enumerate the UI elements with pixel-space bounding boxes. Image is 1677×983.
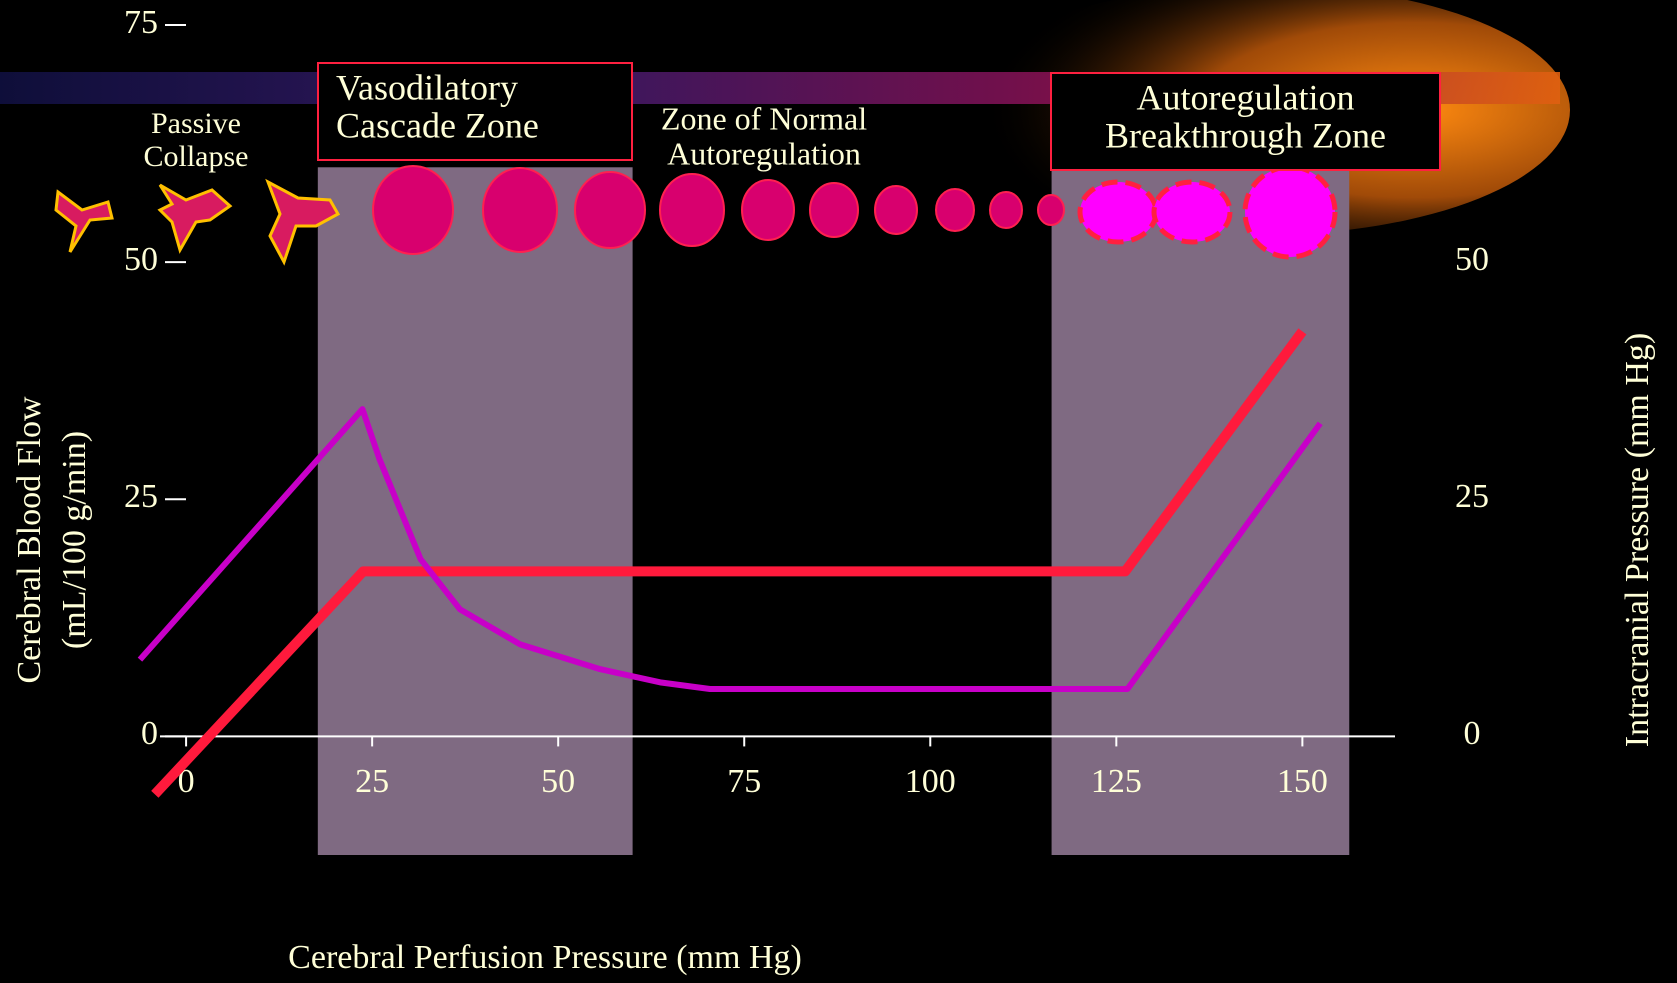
vessel: [575, 172, 645, 248]
vessel: [483, 168, 557, 252]
y-axis-label: (mL/100 g/min): [56, 431, 93, 649]
dilated-vessel: [1154, 182, 1230, 242]
y2-tick-label: 25: [1455, 478, 1489, 515]
annotation: Collapse: [144, 140, 249, 173]
y-axis-label: Cerebral Blood Flow: [11, 396, 48, 684]
y-tick-label: 25: [124, 478, 158, 515]
zone: [318, 167, 633, 855]
chart: VasodilatoryCascade ZoneAutoregulationBr…: [0, 0, 1677, 983]
y-tick-label: 0: [141, 715, 158, 752]
annotation: Autoregulation: [667, 136, 861, 172]
vessel: [810, 183, 858, 237]
annotation: Zone of Normal: [661, 100, 867, 136]
vessel: [875, 186, 917, 234]
zone-label: Autoregulation: [1137, 77, 1355, 117]
zone: [1052, 167, 1350, 855]
x-tick-label: 25: [355, 763, 389, 800]
vessel: [373, 166, 453, 254]
dilated-vessel: [1080, 182, 1156, 242]
y2-axis-label: Intracranial Pressure (mm Hg): [1619, 333, 1656, 747]
vessel: [990, 192, 1022, 228]
x-tick-label: 125: [1091, 763, 1142, 800]
vessel: [660, 174, 724, 246]
y2-tick-label: 50: [1455, 241, 1489, 278]
x-tick-label: 50: [541, 763, 575, 800]
y-tick-label: 50: [124, 241, 158, 278]
x-tick-label: 100: [905, 763, 956, 800]
dilated-vessel: [1245, 167, 1335, 257]
vessel: [1038, 195, 1064, 225]
vessel: [936, 189, 974, 231]
vessel: [742, 180, 794, 240]
y2-tick-label: 0: [1464, 715, 1481, 752]
annotation: Passive: [151, 107, 241, 140]
x-tick-label: 75: [727, 763, 761, 800]
y-tick-label: 75: [124, 4, 158, 41]
x-axis-label: Cerebral Perfusion Pressure (mm Hg): [288, 939, 802, 976]
x-tick-label: 150: [1277, 763, 1328, 800]
zone-label: Cascade Zone: [336, 105, 539, 145]
zone-label: Breakthrough Zone: [1105, 115, 1386, 155]
zone-label: Vasodilatory: [336, 67, 518, 107]
